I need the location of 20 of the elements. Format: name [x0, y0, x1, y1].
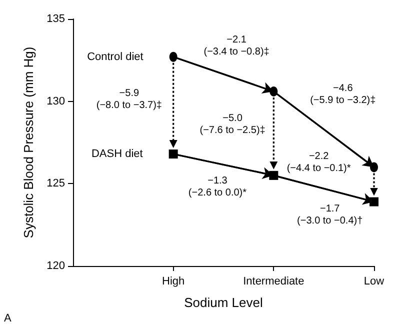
- annotation: −5.9 (−8.0 to −3.7)‡: [96, 88, 162, 112]
- y-axis-title: Systolic Blood Pressure (mm Hg): [21, 46, 36, 238]
- text: DASH diet: [91, 148, 143, 160]
- annotation: −2.2 (−4.4 to −0.1)*: [286, 150, 351, 174]
- annotation: −1.3 (−2.6 to 0.0)*: [188, 175, 247, 198]
- y-tick-label: 120: [46, 260, 65, 272]
- y-tick-label: 130: [46, 95, 65, 108]
- x-tick-label: High: [162, 276, 185, 288]
- text: Control diet: [87, 50, 144, 63]
- x-tick-label: Intermediate: [243, 276, 304, 288]
- point: [168, 150, 178, 159]
- annotation: −4.6 (−5.9 to −3.2)‡: [310, 83, 376, 106]
- x-axis-title: Sodium Level: [184, 295, 263, 310]
- text: A: [4, 312, 12, 324]
- annotation: −1.7 (−3.0 to −0.4)†: [297, 203, 363, 226]
- y-tick-label: 125: [46, 178, 65, 190]
- annotation: −5.0 (−7.6 to −2.5)‡: [200, 112, 266, 136]
- x-tick-label: Low: [364, 276, 384, 288]
- y-tick-label: 135: [46, 13, 65, 25]
- annotation: −2.1 (−3.4 to −0.8)‡: [204, 34, 270, 58]
